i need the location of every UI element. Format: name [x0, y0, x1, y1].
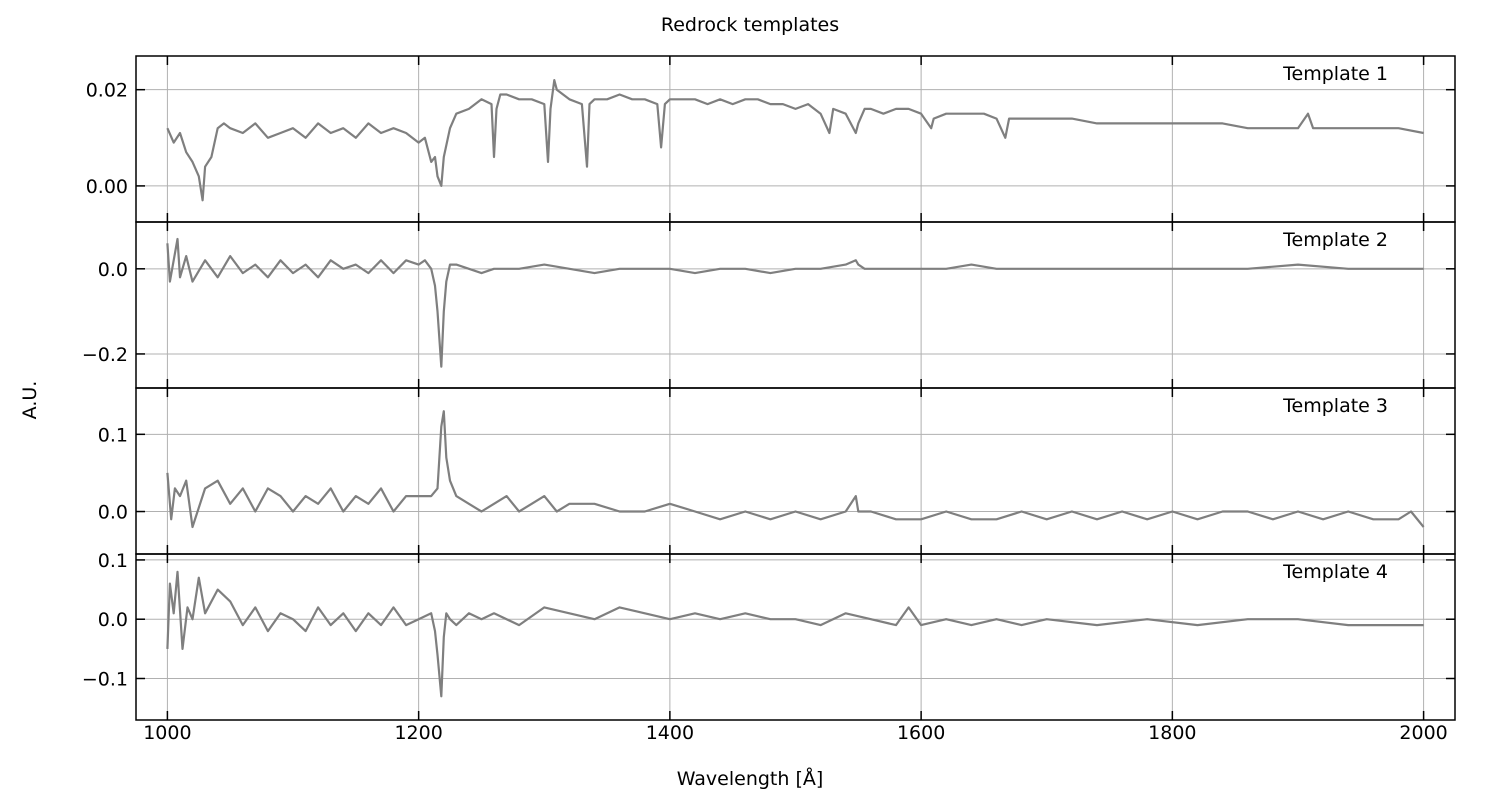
y-tick-label: 0.1 — [98, 424, 128, 446]
x-tick-label: 2000 — [1399, 722, 1447, 744]
template-spectrum-line — [166, 237, 1424, 368]
y-tick-label: 0.0 — [98, 259, 128, 281]
x-axis-label: Wavelength [Å] — [677, 767, 824, 790]
y-tick-label: 0.02 — [86, 80, 128, 102]
x-tick-label: 1400 — [646, 722, 694, 744]
chart-title: Redrock templates — [661, 14, 839, 36]
y-axis-label: A.U. — [19, 381, 41, 420]
template-spectrum-line — [166, 79, 1424, 202]
panel-frame — [135, 55, 1456, 223]
panel-label: Template 1 — [1282, 63, 1388, 85]
template-spectrum-line — [166, 410, 1425, 529]
panel-label: Template 3 — [1282, 395, 1388, 417]
y-tick-label: 0.0 — [98, 609, 128, 631]
x-tick-label: 1600 — [897, 722, 945, 744]
template-spectrum-line — [166, 570, 1424, 698]
y-tick-label: −0.2 — [82, 344, 128, 366]
panel-label: Template 4 — [1282, 561, 1388, 583]
y-tick-label: −0.1 — [82, 669, 128, 691]
panel-frame — [135, 553, 1456, 721]
x-tick-label: 1800 — [1148, 722, 1196, 744]
panel-label: Template 2 — [1282, 229, 1388, 251]
panel-frame — [135, 221, 1456, 389]
x-tick-label: 1200 — [394, 722, 442, 744]
chart-panels: 0.00 0.02 Template 1 −0.2 0.0 Template 2 0.0 0.… — [82, 55, 1456, 744]
y-tick-label: 0.0 — [98, 502, 128, 524]
y-tick-label: 0.1 — [98, 550, 128, 572]
y-tick-label: 0.00 — [86, 176, 128, 198]
panel-frame — [135, 387, 1456, 555]
x-tick-label: 1000 — [143, 722, 191, 744]
